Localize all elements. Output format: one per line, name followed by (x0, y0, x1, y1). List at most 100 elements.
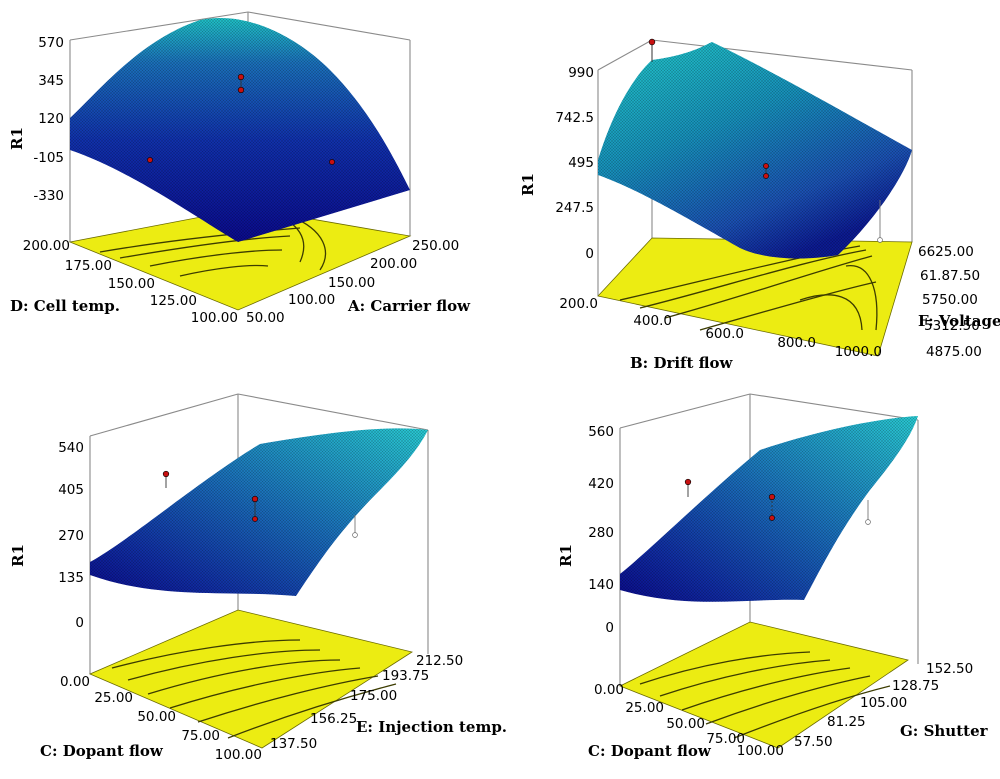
y-tick: 152.50 (926, 661, 973, 677)
design-point (763, 173, 769, 179)
x-axis-label: C: Dopant flow (588, 742, 712, 760)
surface-mesh (70, 18, 410, 242)
z-tick: 0 (585, 246, 594, 262)
z-ticks: 570 345 120 -105 -330 (33, 35, 64, 204)
y-tick: 156.25 (310, 711, 357, 727)
design-points (147, 73, 335, 165)
frame-line (749, 393, 919, 421)
x-tick: 100.00 (215, 747, 262, 763)
contour-lines (639, 651, 891, 739)
surface-mesh (90, 428, 428, 596)
surface-mesh (620, 416, 918, 602)
y-tick: 61.87.50 (920, 268, 980, 284)
design-point (763, 163, 769, 169)
z-ticks: 990 742.5 495 247.5 0 (555, 65, 594, 262)
x-tick: 25.00 (625, 700, 664, 716)
z-tick: 280 (588, 525, 614, 541)
x-tick: 50.00 (246, 310, 285, 326)
x-tick: 50.00 (666, 716, 705, 732)
design-point (251, 495, 259, 503)
z-tick: 135 (58, 570, 84, 586)
x-axis-label: B: Drift flow (630, 354, 734, 372)
x-tick: 200.00 (370, 256, 417, 272)
y-tick: 175.00 (65, 258, 112, 274)
x-tick: 0.00 (60, 674, 90, 690)
z-tick: 140 (588, 577, 614, 593)
x-ticks: 0.00 25.00 50.00 75.00 100.00 (60, 674, 262, 763)
design-point (162, 470, 170, 478)
design-point (648, 38, 656, 46)
y-ticks: 137.50 156.25 175.00 193.75 212.50 (270, 653, 463, 752)
panel-dopant-flow-injection-temp: 540 405 270 135 0 R1 0.00 25.00 50.00 75… (9, 393, 507, 763)
y-tick: 125.00 (150, 293, 197, 309)
y-tick: 175.00 (350, 688, 397, 704)
design-point (865, 519, 871, 525)
y-tick: 81.25 (827, 714, 866, 730)
y-tick: 128.75 (892, 678, 939, 694)
frame-line (69, 11, 249, 41)
z-axis-label: R1 (9, 544, 27, 567)
x-tick: 25.00 (94, 690, 133, 706)
z-axis-label: R1 (8, 127, 26, 150)
frame-line (619, 393, 751, 429)
y-tick: 5312.50 (924, 318, 980, 334)
y-tick: 200.00 (23, 238, 70, 254)
design-point (877, 237, 883, 243)
x-tick: 50.00 (137, 709, 176, 725)
z-tick: -105 (33, 150, 64, 166)
frame-line (651, 39, 913, 71)
y-axis-label: F: Voltage (918, 312, 1000, 330)
x-tick: 75.00 (181, 728, 220, 744)
z-tick: 990 (568, 65, 594, 81)
y-tick: 6625.00 (918, 244, 974, 260)
contour-base (597, 237, 913, 357)
design-points (648, 38, 883, 243)
y-tick: 57.50 (794, 734, 833, 750)
design-point (329, 159, 335, 165)
panel-dopant-flow-shutter: 560 420 280 140 0 R1 0.00 25.00 50.00 75… (557, 393, 989, 760)
design-point (769, 515, 775, 521)
x-ticks: 50.00 100.00 150.00 200.00 250.00 (246, 238, 459, 326)
y-ticks: 57.50 81.25 105.00 128.75 152.50 (794, 661, 973, 750)
y-axis-label: E: Injection temp. (356, 718, 507, 736)
y-ticks: 4875.00 5312.50 5750.00 61.87.50 6625.00 (918, 244, 982, 360)
y-tick: 105.00 (860, 695, 907, 711)
x-tick: 75.00 (706, 731, 745, 747)
z-ticks: 540 405 270 135 0 (58, 440, 84, 631)
z-axis-label: R1 (519, 173, 537, 196)
design-points (684, 478, 871, 525)
design-point (252, 516, 258, 522)
design-point (352, 532, 358, 538)
surface-mesh (598, 42, 912, 259)
z-tick: 120 (38, 111, 64, 127)
x-tick: 200.0 (559, 296, 598, 312)
contour-base (88, 609, 414, 749)
x-tick: 400.0 (633, 313, 672, 329)
design-points (162, 470, 358, 538)
z-tick: 570 (38, 35, 64, 51)
x-tick: 100.00 (737, 743, 784, 759)
z-tick: 420 (588, 476, 614, 492)
x-tick: 100.00 (288, 292, 335, 308)
panel-drift-flow-voltage: 990 742.5 495 247.5 0 R1 200.0 400.0 600… (519, 38, 1000, 372)
x-tick: 600.0 (705, 326, 744, 342)
z-tick: 345 (38, 73, 64, 89)
x-ticks: 0.00 25.00 50.00 75.00 100.00 (594, 682, 784, 759)
x-tick: 150.00 (328, 275, 375, 291)
z-tick: 495 (568, 155, 594, 171)
frame-line (237, 393, 429, 431)
design-point (237, 73, 245, 81)
frame-line (597, 39, 653, 71)
z-tick: -330 (33, 188, 64, 204)
design-point (147, 157, 153, 163)
design-point (768, 493, 776, 501)
z-tick: 742.5 (555, 110, 594, 126)
frame-line (89, 393, 239, 437)
z-tick: 540 (58, 440, 84, 456)
z-tick: 0 (605, 620, 614, 636)
contour-lines (111, 639, 397, 739)
z-tick: 247.5 (555, 200, 594, 216)
design-point (684, 478, 692, 486)
y-tick: 5750.00 (922, 292, 978, 308)
